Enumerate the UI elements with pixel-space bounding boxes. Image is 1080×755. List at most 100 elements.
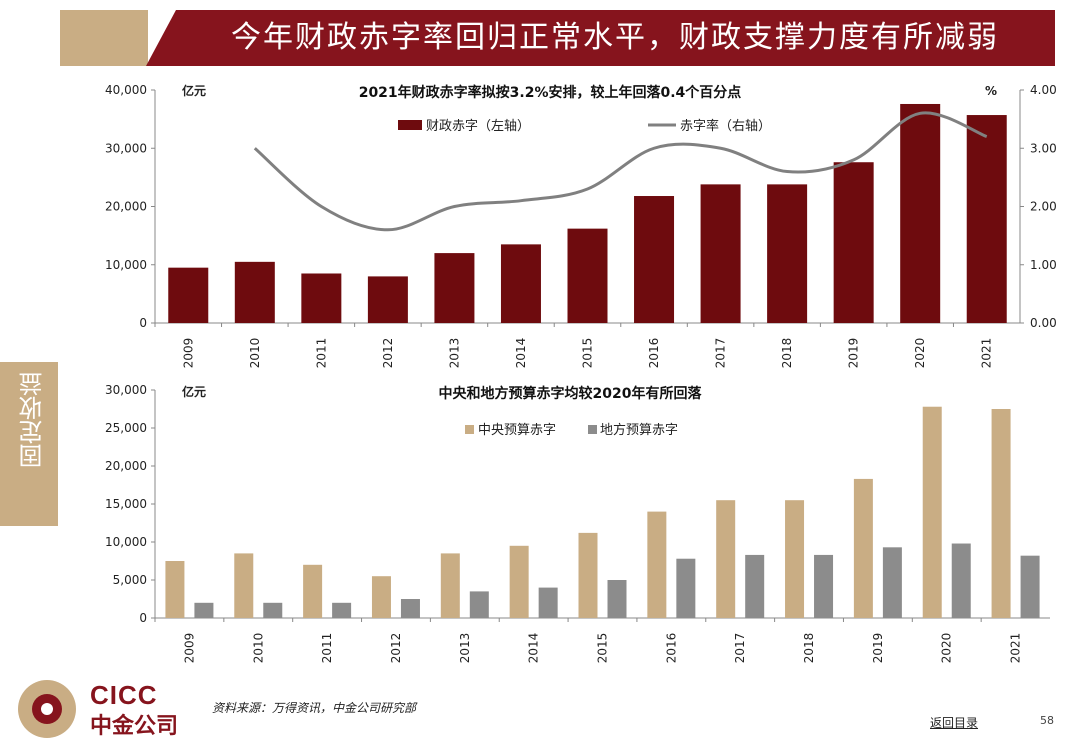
chart-title: 2021年财政赤字率拟按3.2%安排，较上年回落0.4个百分点 — [359, 84, 742, 101]
legend-label-rate: 赤字率（右轴） — [680, 118, 771, 134]
y-tick-label: 25,000 — [105, 421, 147, 435]
central-deficit-bar — [165, 561, 185, 618]
legend-swatch-deficit — [398, 120, 422, 130]
y-tick-label: 5,000 — [113, 573, 147, 587]
x-tick-label: 2016 — [664, 633, 678, 664]
left-tick-label: 0 — [139, 316, 147, 330]
right-tick-label: 0.00 — [1030, 316, 1057, 330]
legend-label-central: 中央预算赤字 — [478, 423, 556, 438]
x-tick-label: 2013 — [458, 633, 472, 664]
back-to-contents-link[interactable]: 返回目录 — [930, 716, 979, 730]
central-deficit-bar — [922, 406, 942, 618]
title-banner-background — [146, 10, 1055, 66]
deficit-bar — [500, 244, 541, 323]
deficit-bar — [900, 103, 941, 323]
legend-label-deficit: 财政赤字（左轴） — [426, 119, 530, 134]
deficit-bar — [367, 276, 408, 323]
legend-swatch-central — [465, 425, 474, 434]
source-note: 资料来源：万得资讯，中金公司研究部 — [212, 701, 417, 715]
cicc-logo-mark — [18, 680, 76, 738]
x-tick-label: 2021 — [980, 338, 994, 369]
y-tick-label: 0 — [139, 611, 147, 625]
logo-english-name: CICC — [90, 680, 158, 710]
local-deficit-bar — [1020, 555, 1040, 618]
deficit-bar — [966, 115, 1007, 323]
x-tick-label: 2015 — [596, 633, 610, 664]
local-deficit-bar — [194, 602, 214, 618]
x-tick-label: 2012 — [389, 633, 403, 664]
cicc-logo[interactable]: CICC 中金公司 — [18, 678, 218, 740]
deficit-bar — [168, 267, 209, 323]
legend-label-local: 地方预算赤字 — [600, 422, 678, 438]
local-deficit-bar — [814, 554, 834, 618]
central-deficit-bar — [578, 532, 598, 618]
slide-title: 今年财政赤字率回归正常水平，财政支撑力度有所减弱 — [231, 20, 999, 55]
local-deficit-bar — [538, 587, 558, 618]
deficit-bar — [567, 228, 608, 323]
title-banner: 今年财政赤字率回归正常水平，财政支撑力度有所减弱 — [60, 10, 1055, 66]
local-deficit-bar — [951, 543, 971, 618]
central-deficit-bar — [853, 478, 873, 618]
x-tick-label: 2011 — [320, 633, 334, 664]
x-tick-label: 2014 — [514, 338, 528, 369]
left-axis-unit: 亿元 — [182, 83, 206, 98]
left-tick-label: 20,000 — [105, 200, 147, 214]
x-tick-label: 2018 — [780, 338, 794, 369]
local-deficit-bar — [469, 591, 489, 618]
y-tick-label: 15,000 — [105, 497, 147, 511]
x-tick-label: 2021 — [1009, 633, 1023, 664]
legend-swatch-local — [588, 425, 597, 434]
deficit-bar — [700, 184, 741, 323]
right-tick-label: 1.00 — [1030, 258, 1057, 272]
central-deficit-bar — [647, 511, 667, 618]
y-tick-label: 20,000 — [105, 459, 147, 473]
central-deficit-bar — [371, 576, 391, 618]
left-tick-label: 40,000 — [105, 83, 147, 97]
section-side-tab[interactable]: 固定收益 — [0, 362, 58, 526]
central-deficit-bar — [303, 564, 323, 618]
central-deficit-bar — [716, 500, 736, 618]
x-tick-label: 2016 — [647, 338, 661, 369]
local-deficit-bar — [882, 547, 902, 618]
x-tick-label: 2017 — [733, 633, 747, 664]
deficit-bar — [833, 162, 874, 323]
x-tick-label: 2014 — [527, 633, 541, 664]
x-tick-label: 2010 — [248, 338, 262, 369]
chart-title: 中央和地方预算赤字均较2020年有所回落 — [439, 385, 703, 402]
right-tick-label: 3.00 — [1030, 141, 1057, 155]
right-axis-unit: % — [985, 84, 997, 98]
x-tick-label: 2011 — [314, 338, 328, 369]
x-tick-label: 2010 — [251, 633, 265, 664]
central-deficit-bar — [991, 409, 1011, 618]
central-deficit-bar — [440, 553, 460, 618]
x-tick-label: 2018 — [802, 633, 816, 664]
fiscal-deficit-chart: 0 10,000 20,000 30,000 40,000 0.00 1.00 2.00 3.0… — [105, 83, 1057, 369]
right-tick-label: 2.00 — [1030, 200, 1057, 214]
deficit-bar — [301, 273, 342, 323]
page-number: 58 — [1040, 714, 1054, 727]
logo-chinese-name: 中金公司 — [90, 714, 179, 739]
x-tick-label: 2019 — [871, 633, 885, 664]
local-deficit-bar — [332, 602, 352, 618]
x-tick-label: 2009 — [181, 338, 195, 369]
x-tick-label: 2017 — [714, 338, 728, 369]
local-deficit-bar — [607, 580, 627, 618]
y-tick-label: 30,000 — [105, 383, 147, 397]
left-tick-label: 30,000 — [105, 141, 147, 155]
deficit-rate-line — [253, 111, 988, 232]
x-tick-label: 2009 — [182, 633, 196, 664]
local-deficit-bar — [676, 558, 696, 618]
deficit-bar — [634, 196, 675, 323]
local-deficit-bar — [263, 602, 283, 618]
x-tick-label: 2020 — [913, 338, 927, 369]
y-axis-unit: 亿元 — [182, 384, 206, 399]
title-banner-accent — [60, 10, 148, 66]
y-tick-label: 10,000 — [105, 535, 147, 549]
x-tick-label: 2020 — [940, 633, 954, 664]
deficit-bar — [234, 261, 275, 323]
x-tick-label: 2013 — [447, 338, 461, 369]
central-deficit-bar — [234, 553, 254, 618]
local-deficit-bar — [400, 599, 420, 618]
deficit-bar — [767, 184, 808, 323]
